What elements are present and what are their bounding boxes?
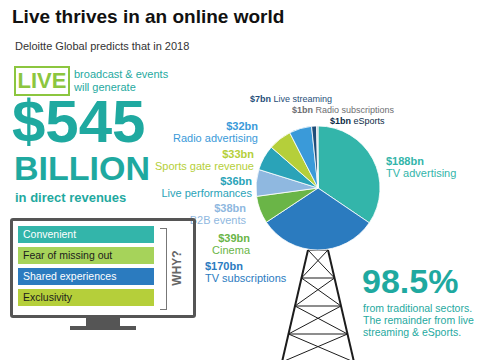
html-text:broadcast & events: broadcast & events bbox=[74, 68, 169, 80]
svg-text:$38bnB2B events: $38bnB2B events bbox=[190, 202, 247, 226]
html-text:from traditional sectors.: from traditional sectors. bbox=[363, 302, 473, 314]
html-text:streaming & eSports.: streaming & eSports. bbox=[363, 326, 461, 338]
html-text:Deloitte Global predicts that: Deloitte Global predicts that in 2018 bbox=[15, 40, 190, 52]
html-text:The remainder from live: The remainder from live bbox=[363, 314, 474, 326]
html-text:BILLION: BILLION bbox=[14, 149, 150, 187]
svg-text:$188bnTV advertising: $188bnTV advertising bbox=[386, 155, 456, 179]
html-text:in direct revenues: in direct revenues bbox=[15, 190, 127, 205]
html-text:Fear of missing out: Fear of missing out bbox=[23, 249, 113, 261]
html-text:Live thrives in an online worl: Live thrives in an online world bbox=[12, 6, 285, 27]
svg-text:$1bn Radio subscriptions: $1bn Radio subscriptions bbox=[292, 105, 395, 115]
html-text:will generate: will generate bbox=[74, 81, 136, 93]
html-text:Convenient: Convenient bbox=[23, 228, 77, 240]
html-text:WHY?: WHY? bbox=[170, 250, 184, 286]
svg-text:$7bn Live streaming: $7bn Live streaming bbox=[250, 94, 332, 104]
svg-text:$36bnLive performances: $36bnLive performances bbox=[162, 175, 253, 199]
svg-text:$33bnSports gate revenue: $33bnSports gate revenue bbox=[155, 148, 254, 172]
svg-text:$1bn eSports: $1bn eSports bbox=[330, 116, 385, 126]
html-text:Shared experiences: Shared experiences bbox=[23, 270, 117, 282]
html-text:$545: $545 bbox=[12, 88, 146, 155]
html-text:98.5%: 98.5% bbox=[362, 262, 459, 300]
html-text:LIVE: LIVE bbox=[17, 68, 67, 93]
svg-text:$39bnCinema: $39bnCinema bbox=[212, 232, 251, 256]
svg-text:$32bnRadio advertising: $32bnRadio advertising bbox=[173, 120, 258, 144]
html-text:Exclusivity: Exclusivity bbox=[23, 291, 72, 303]
svg-text:$170bnTV subscriptions: $170bnTV subscriptions bbox=[205, 260, 287, 284]
